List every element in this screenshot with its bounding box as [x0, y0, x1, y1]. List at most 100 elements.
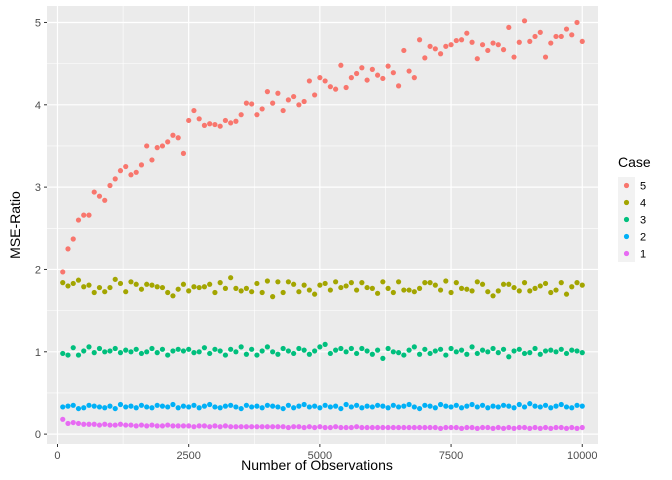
- data-point: [91, 289, 97, 296]
- data-point: [437, 425, 444, 431]
- data-point: [521, 424, 528, 431]
- data-point: [359, 65, 365, 71]
- data-point: [369, 66, 375, 72]
- data-point: [138, 402, 145, 408]
- data-point: [165, 352, 171, 358]
- data-point: [343, 84, 349, 91]
- data-point: [296, 289, 302, 295]
- data-point: [238, 288, 244, 294]
- data-point: [86, 402, 92, 408]
- data-point: [275, 351, 281, 357]
- data-point: [495, 42, 501, 48]
- data-point: [343, 283, 349, 289]
- data-point: [317, 424, 323, 430]
- data-point: [395, 279, 402, 285]
- x-tick-label: 2500: [176, 450, 200, 462]
- data-point: [306, 424, 312, 430]
- data-point: [448, 42, 454, 48]
- data-point: [516, 346, 522, 352]
- data-point: [280, 289, 286, 296]
- data-point: [285, 348, 291, 354]
- data-point: [322, 280, 328, 287]
- data-point: [427, 43, 433, 49]
- data-point: [364, 348, 370, 354]
- data-point: [186, 288, 192, 294]
- data-point: [569, 347, 575, 353]
- data-point: [259, 424, 265, 430]
- data-point: [506, 281, 512, 287]
- data-point: [249, 101, 255, 107]
- data-point: [207, 121, 213, 127]
- data-point: [144, 143, 150, 149]
- data-point: [65, 246, 71, 252]
- data-point: [149, 405, 155, 411]
- y-tick-label: 4: [35, 100, 41, 112]
- data-point: [249, 424, 255, 430]
- data-point: [270, 424, 276, 430]
- data-point: [401, 403, 407, 409]
- data-point: [500, 346, 507, 352]
- data-point: [569, 424, 575, 431]
- data-points: [60, 18, 585, 431]
- data-point: [96, 284, 103, 291]
- data-point: [343, 401, 349, 408]
- data-point: [574, 19, 580, 26]
- data-point: [107, 348, 113, 354]
- data-point: [86, 344, 92, 350]
- data-point: [469, 39, 475, 45]
- data-point: [548, 405, 554, 411]
- legend-label: 3: [640, 215, 646, 227]
- data-point: [443, 352, 449, 358]
- data-point: [254, 280, 260, 287]
- data-point: [243, 285, 250, 291]
- data-point: [416, 351, 423, 357]
- data-point: [291, 405, 297, 411]
- data-point: [406, 287, 412, 293]
- data-point: [112, 345, 118, 352]
- data-point: [222, 423, 229, 429]
- data-point: [212, 121, 218, 128]
- data-point: [196, 116, 202, 122]
- data-point: [154, 350, 160, 356]
- data-point: [270, 100, 276, 106]
- data-point: [474, 350, 480, 357]
- data-point: [369, 351, 375, 357]
- data-point: [228, 120, 234, 126]
- data-point: [133, 423, 139, 429]
- data-point: [338, 424, 344, 431]
- data-point: [527, 350, 533, 356]
- data-point: [291, 93, 297, 100]
- x-tick-label: 5000: [308, 450, 332, 462]
- data-point: [401, 424, 407, 431]
- data-point: [180, 150, 187, 156]
- data-point: [395, 83, 402, 89]
- data-point: [422, 424, 428, 431]
- x-tick-label: 0: [54, 450, 60, 462]
- data-point: [574, 280, 580, 286]
- data-point: [144, 281, 150, 287]
- data-point: [233, 424, 239, 430]
- data-point: [364, 284, 370, 291]
- data-point: [75, 217, 82, 223]
- data-point: [411, 424, 417, 431]
- data-point: [175, 286, 181, 292]
- legend-item-4: 4: [618, 194, 646, 211]
- data-point: [60, 269, 66, 275]
- data-point: [327, 404, 333, 410]
- data-point: [291, 350, 297, 357]
- data-point: [154, 145, 160, 151]
- data-point: [175, 423, 181, 429]
- data-point: [306, 351, 312, 357]
- data-point: [128, 279, 134, 285]
- data-point: [327, 287, 333, 293]
- data-point: [212, 404, 218, 410]
- data-point: [537, 425, 543, 431]
- data-point: [180, 281, 187, 287]
- data-point: [264, 278, 270, 284]
- data-point: [201, 403, 208, 409]
- data-point: [479, 281, 486, 287]
- data-point: [81, 212, 87, 218]
- data-point: [317, 282, 323, 288]
- data-point: [558, 33, 564, 40]
- data-point: [490, 293, 496, 299]
